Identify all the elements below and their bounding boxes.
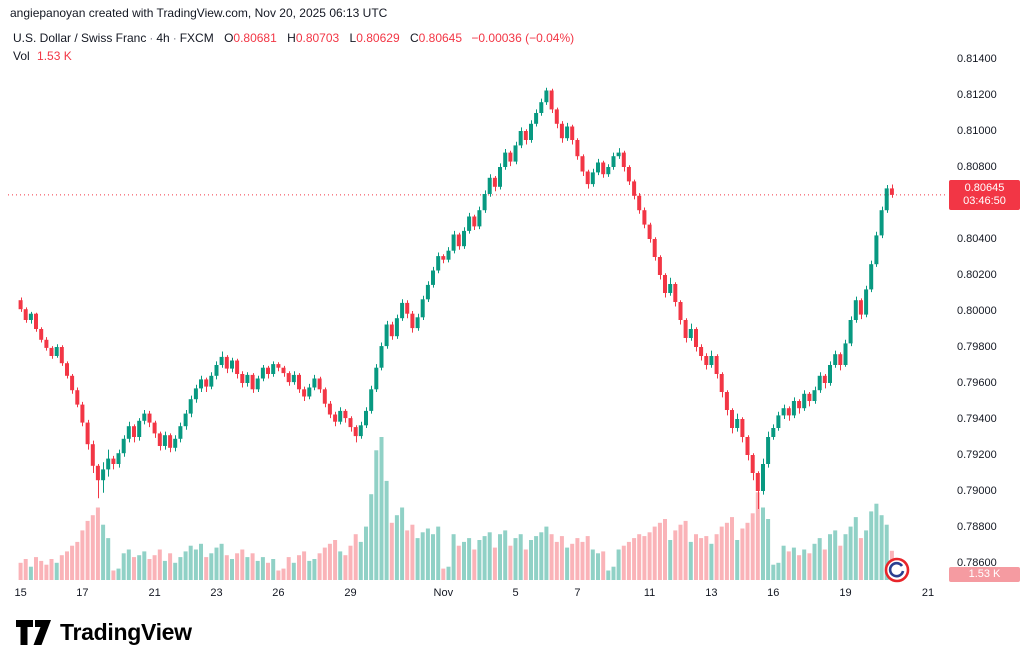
low-key: L bbox=[349, 31, 357, 45]
price-scale-label: 0.81000 bbox=[957, 125, 997, 137]
time-axis-label: 17 bbox=[76, 587, 89, 599]
close-key: C bbox=[409, 31, 419, 45]
time-axis-label: 16 bbox=[767, 587, 780, 599]
fxcm-logo bbox=[884, 557, 910, 583]
price-scale-label: 0.81200 bbox=[957, 89, 997, 101]
price-scale-label: 0.80200 bbox=[957, 269, 997, 281]
time-axis-label: 23 bbox=[210, 587, 223, 599]
volume-value-badge: 1.53 K bbox=[949, 567, 1020, 582]
symbol-title[interactable]: U.S. Dollar / Swiss Franc bbox=[13, 31, 147, 45]
price-scale[interactable]: 0.814000.812000.810000.808000.806000.804… bbox=[948, 0, 1024, 607]
price-chart[interactable] bbox=[0, 0, 948, 607]
price-scale-label: 0.80000 bbox=[957, 305, 997, 317]
interval-label[interactable]: 4h bbox=[156, 31, 170, 45]
last-price-value: 0.80645 bbox=[964, 182, 1005, 194]
time-axis-label: 13 bbox=[705, 587, 718, 599]
change-value: −0.00036 (−0.04%) bbox=[471, 31, 575, 45]
time-axis-label: 21 bbox=[148, 587, 161, 599]
time-axis-label: 5 bbox=[512, 587, 519, 599]
tradingview-logo[interactable]: TradingView bbox=[16, 619, 192, 646]
time-axis-label: 21 bbox=[921, 587, 935, 599]
time-axis-label: 7 bbox=[574, 587, 581, 599]
legend-separator: · bbox=[149, 31, 154, 45]
price-scale-label: 0.78600 bbox=[957, 557, 997, 569]
low-value: 0.80629 bbox=[356, 31, 400, 45]
symbol-legend: U.S. Dollar / Swiss Franc · 4h · FXCM O0.806… bbox=[13, 31, 574, 45]
tradingview-logo-icon bbox=[16, 619, 51, 645]
price-scale-label: 0.80800 bbox=[957, 161, 997, 173]
price-scale-label: 0.79800 bbox=[957, 341, 997, 353]
time-axis-label: 26 bbox=[272, 587, 285, 599]
attribution-text: angiepanoyan created with TradingView.co… bbox=[10, 6, 388, 20]
price-scale-label: 0.79400 bbox=[957, 413, 997, 425]
volume-legend: Vol 1.53 K bbox=[13, 49, 72, 63]
time-axis-label: 15 bbox=[14, 587, 27, 599]
volume-current-value: 1.53 K bbox=[37, 49, 72, 63]
price-scale-label: 0.79200 bbox=[957, 449, 997, 461]
price-scale-label: 0.79600 bbox=[957, 377, 997, 389]
price-scale-label: 0.80400 bbox=[957, 233, 997, 245]
legend-separator: · bbox=[172, 31, 177, 45]
volume-label: Vol bbox=[13, 49, 30, 63]
time-axis-label: 29 bbox=[344, 587, 357, 599]
time-axis-label: 19 bbox=[839, 587, 852, 599]
time-axis-label: Nov bbox=[433, 587, 454, 599]
source-label[interactable]: FXCM bbox=[179, 31, 214, 45]
bar-countdown: 03:46:50 bbox=[963, 195, 1006, 207]
open-key: O bbox=[224, 31, 234, 45]
time-axis-label: 11 bbox=[643, 587, 656, 599]
high-value: 0.80703 bbox=[295, 31, 340, 45]
price-scale-label: 0.81400 bbox=[957, 53, 997, 65]
open-value: 0.80681 bbox=[233, 31, 277, 45]
price-scale-label: 0.79000 bbox=[957, 485, 997, 497]
time-axis[interactable]: 15 17 21 23 26 29 Nov 5 7 11 13 16 19 21 bbox=[0, 583, 948, 607]
tradingview-wordmark: TradingView bbox=[60, 619, 192, 645]
high-key: H bbox=[287, 31, 296, 45]
price-scale-label: 0.78800 bbox=[957, 521, 997, 533]
last-price-badge: 0.80645 03:46:50 bbox=[949, 180, 1020, 210]
close-value: 0.80645 bbox=[418, 31, 463, 45]
